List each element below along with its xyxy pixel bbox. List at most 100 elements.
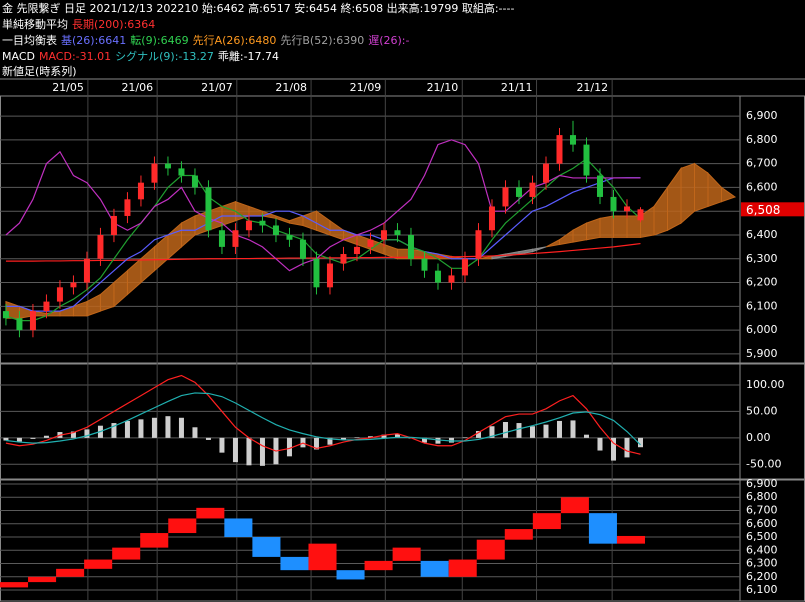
cloud [721, 186, 737, 203]
histogram-bar [475, 430, 481, 438]
candle-body [596, 175, 603, 197]
header-text: 乖離:-17.74 [218, 49, 279, 63]
histogram-bar [502, 422, 508, 438]
candle-body [529, 182, 536, 197]
candle-body [272, 225, 279, 235]
x-tick-label: 21/05 [52, 81, 84, 94]
histogram-bar [151, 417, 157, 438]
candle-body [502, 187, 509, 207]
candle-body [137, 182, 144, 200]
current-price-label: 6,508 [746, 203, 780, 217]
brick [140, 533, 169, 548]
header-text: MACD:-31.01 [39, 50, 111, 63]
histogram-bar [556, 420, 562, 438]
header-text: シグナル(9):-13.27 [115, 49, 214, 63]
candle-body [29, 311, 36, 331]
histogram-bar [178, 417, 184, 438]
indicator-line [5, 242, 641, 262]
histogram-bar [421, 437, 427, 443]
x-tick-label: 21/11 [501, 81, 533, 94]
y-tick-label: 6,400 [746, 228, 778, 241]
header-text: 遅(26):- [368, 34, 409, 47]
histogram-bar [624, 437, 630, 458]
brick [616, 535, 645, 544]
histogram-bar [367, 436, 373, 438]
candle-body [43, 301, 50, 312]
brick [532, 513, 561, 530]
brick [84, 559, 113, 569]
brick [420, 560, 449, 577]
header-line: MACD MACD:-31.01 シグナル(9):-13.27 乖離:-17.74 [2, 49, 279, 63]
macd-line [5, 392, 641, 446]
histogram-bar [70, 431, 76, 438]
header-text: 転(9):6469 [130, 34, 188, 47]
brick [280, 556, 309, 571]
candle-body [83, 258, 90, 283]
candle-body [461, 258, 468, 276]
histogram-bar [30, 437, 36, 439]
x-tick-label: 21/06 [121, 81, 153, 94]
histogram-bar [16, 437, 22, 442]
current-price-box [741, 202, 804, 217]
candle-body [353, 246, 360, 255]
y-tick-label: 6,600 [746, 180, 778, 193]
candle-body [407, 234, 414, 259]
candle-body [299, 239, 306, 259]
histogram-bar [516, 423, 522, 438]
indicator-line [5, 158, 641, 322]
brick [448, 559, 477, 577]
histogram-bar [3, 437, 9, 441]
brick [476, 539, 505, 560]
y-tick-label: 6,600 [746, 517, 778, 530]
candle-body [421, 258, 428, 271]
header-text: 新値足(時系列) [2, 64, 77, 78]
y-tick-label: 50.00 [746, 404, 778, 417]
candle-body [380, 230, 387, 240]
histogram-bar [489, 426, 495, 438]
x-tick-label: 21/12 [576, 81, 608, 94]
y-tick-label: 6,300 [746, 252, 778, 265]
histogram-bar [259, 437, 265, 466]
histogram-bar [232, 437, 238, 463]
candle-body [515, 187, 522, 197]
candle-body [56, 287, 63, 302]
y-tick-label: 6,900 [746, 477, 778, 490]
histogram-bar [354, 437, 360, 438]
histogram-bar [84, 429, 90, 438]
candle-body [218, 230, 225, 247]
histogram-bar [637, 437, 643, 448]
header-text: 長期(200):6364 [72, 18, 155, 31]
header-text: 単純移動平均 [2, 17, 68, 31]
histogram-bar [246, 437, 252, 466]
macd-line [5, 374, 641, 455]
histogram-bar [394, 434, 400, 438]
candle-body [394, 230, 401, 235]
candle-body [97, 234, 104, 259]
y-tick-label: 6,700 [746, 504, 778, 517]
y-tick-label: 6,100 [746, 299, 778, 312]
brick [560, 497, 589, 514]
brick [112, 547, 141, 560]
candle-body [542, 163, 549, 183]
candle-body [583, 144, 590, 176]
candle-body [340, 254, 347, 264]
y-tick-label: 6,400 [746, 543, 778, 556]
candle-body [70, 282, 77, 288]
header-line: 単純移動平均 長期(200):6364 [2, 17, 155, 31]
candle-body [259, 220, 266, 226]
histogram-bar [286, 437, 292, 457]
histogram-bar [570, 420, 576, 438]
histogram-bar [381, 434, 387, 438]
candle-body [110, 215, 117, 235]
brick [588, 513, 617, 544]
indicator-line [5, 177, 641, 312]
histogram-bar [583, 434, 589, 438]
header-text: 先行A(26):6480 [193, 34, 277, 47]
candle-body [569, 135, 576, 145]
histogram-bar [192, 427, 198, 438]
brick [504, 529, 533, 540]
y-tick-label: 6,200 [746, 276, 778, 289]
brick [336, 570, 365, 580]
